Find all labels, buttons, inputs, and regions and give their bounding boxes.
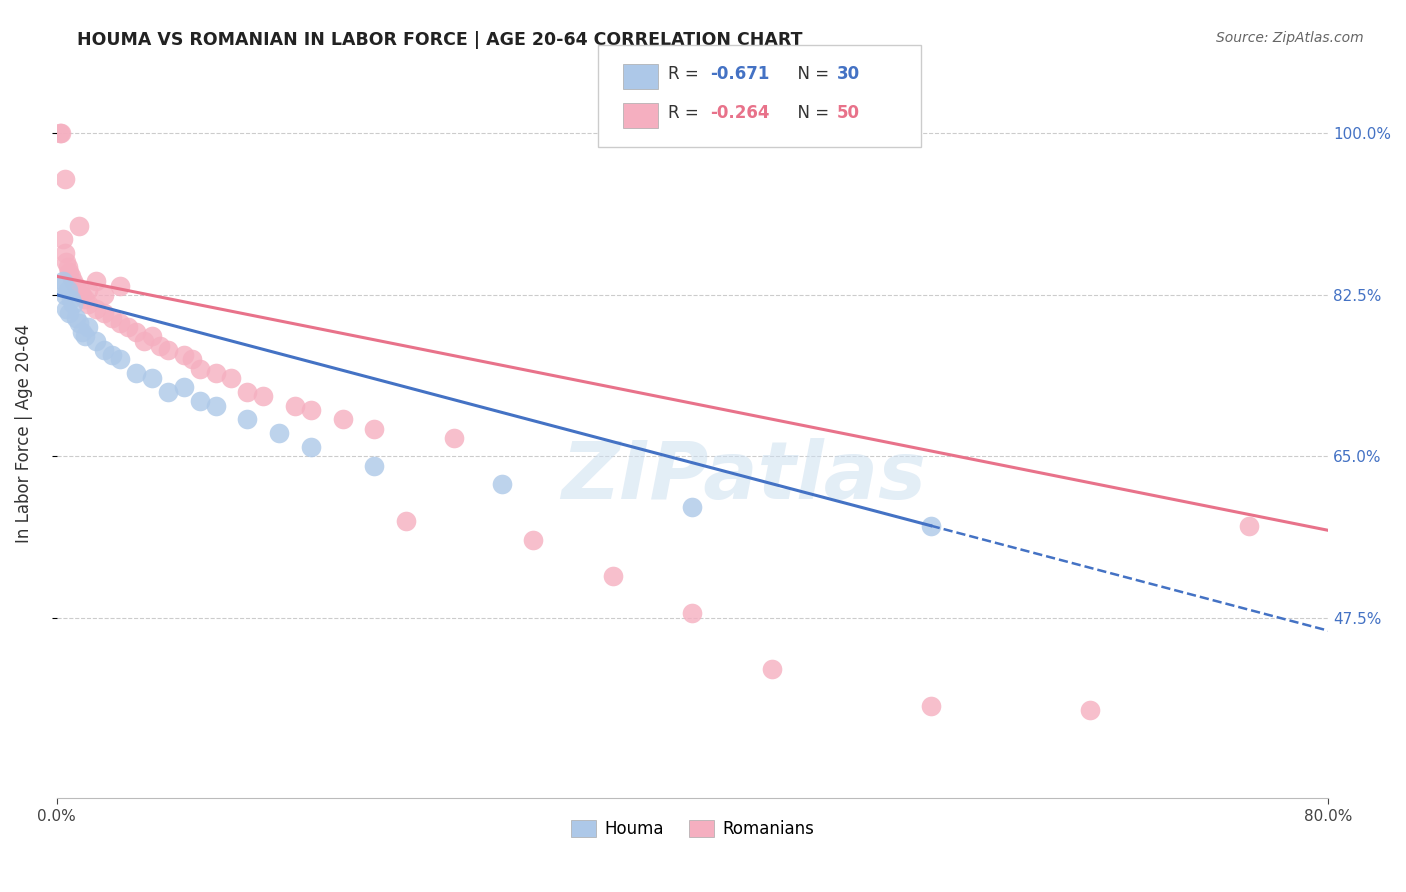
Point bbox=[108, 278, 131, 293]
Point bbox=[93, 287, 115, 301]
Point bbox=[55, 301, 77, 316]
Point bbox=[53, 287, 76, 301]
Text: HOUMA VS ROMANIAN IN LABOR FORCE | AGE 20-64 CORRELATION CHART: HOUMA VS ROMANIAN IN LABOR FORCE | AGE 2… bbox=[77, 31, 803, 49]
Point bbox=[252, 389, 274, 403]
Point bbox=[363, 458, 385, 473]
Point bbox=[332, 412, 354, 426]
Point bbox=[173, 380, 195, 394]
Point bbox=[395, 514, 418, 528]
Text: Source: ZipAtlas.com: Source: ZipAtlas.com bbox=[1216, 31, 1364, 45]
Text: R =: R = bbox=[668, 104, 704, 122]
Point bbox=[920, 698, 942, 713]
Point bbox=[101, 310, 124, 325]
Point bbox=[77, 320, 100, 334]
Y-axis label: In Labor Force | Age 20-64: In Labor Force | Age 20-64 bbox=[15, 324, 32, 543]
Point bbox=[443, 431, 465, 445]
Point bbox=[125, 366, 148, 380]
Text: -0.671: -0.671 bbox=[710, 65, 769, 83]
Point bbox=[70, 325, 93, 339]
Point bbox=[108, 352, 131, 367]
Point bbox=[149, 338, 172, 352]
Point bbox=[108, 316, 131, 330]
Point bbox=[221, 371, 243, 385]
Point bbox=[920, 518, 942, 533]
Point bbox=[77, 297, 100, 311]
Point bbox=[77, 283, 100, 297]
Point bbox=[58, 265, 80, 279]
Text: -0.264: -0.264 bbox=[710, 104, 769, 122]
Point bbox=[156, 384, 179, 399]
Point bbox=[204, 399, 226, 413]
Point bbox=[52, 274, 75, 288]
Point bbox=[52, 232, 75, 246]
Point bbox=[1237, 518, 1260, 533]
Point bbox=[522, 533, 544, 547]
Point bbox=[69, 283, 91, 297]
Point bbox=[59, 293, 82, 307]
Point bbox=[56, 283, 79, 297]
Point bbox=[56, 260, 79, 274]
Point bbox=[117, 320, 139, 334]
Point bbox=[67, 219, 90, 233]
Point bbox=[53, 172, 76, 186]
Point bbox=[49, 126, 72, 140]
Point bbox=[125, 325, 148, 339]
Point bbox=[269, 426, 291, 441]
Legend: Houma, Romanians: Houma, Romanians bbox=[564, 813, 821, 845]
Point bbox=[132, 334, 155, 348]
Point bbox=[299, 440, 322, 454]
Point bbox=[86, 301, 108, 316]
Point bbox=[141, 371, 163, 385]
Point bbox=[1078, 703, 1101, 717]
Point bbox=[188, 361, 211, 376]
Point bbox=[236, 384, 259, 399]
Point bbox=[101, 348, 124, 362]
Text: 30: 30 bbox=[837, 65, 859, 83]
Point bbox=[491, 477, 513, 491]
Point bbox=[236, 412, 259, 426]
Text: N =: N = bbox=[787, 104, 835, 122]
Point bbox=[65, 278, 87, 293]
Point bbox=[51, 278, 73, 293]
Text: N =: N = bbox=[787, 65, 835, 83]
Point bbox=[284, 399, 307, 413]
Point bbox=[86, 334, 108, 348]
Point bbox=[681, 607, 703, 621]
Point bbox=[602, 569, 624, 583]
Point bbox=[93, 306, 115, 320]
Text: 50: 50 bbox=[837, 104, 859, 122]
Text: ZIPatlas: ZIPatlas bbox=[561, 438, 925, 516]
Point bbox=[363, 422, 385, 436]
Point bbox=[180, 352, 202, 367]
Point bbox=[188, 394, 211, 409]
Point bbox=[204, 366, 226, 380]
Point bbox=[86, 274, 108, 288]
Point bbox=[62, 297, 84, 311]
Point bbox=[65, 310, 87, 325]
Point bbox=[299, 403, 322, 417]
Point bbox=[70, 287, 93, 301]
Point bbox=[53, 246, 76, 260]
Point bbox=[761, 662, 783, 676]
Point bbox=[55, 255, 77, 269]
Point bbox=[75, 329, 97, 343]
Point bbox=[59, 269, 82, 284]
Point bbox=[93, 343, 115, 358]
Point bbox=[141, 329, 163, 343]
Point bbox=[51, 126, 73, 140]
Point bbox=[67, 316, 90, 330]
Point bbox=[681, 500, 703, 515]
Point bbox=[58, 306, 80, 320]
Point bbox=[156, 343, 179, 358]
Text: R =: R = bbox=[668, 65, 704, 83]
Point bbox=[62, 274, 84, 288]
Point bbox=[173, 348, 195, 362]
Point bbox=[75, 293, 97, 307]
